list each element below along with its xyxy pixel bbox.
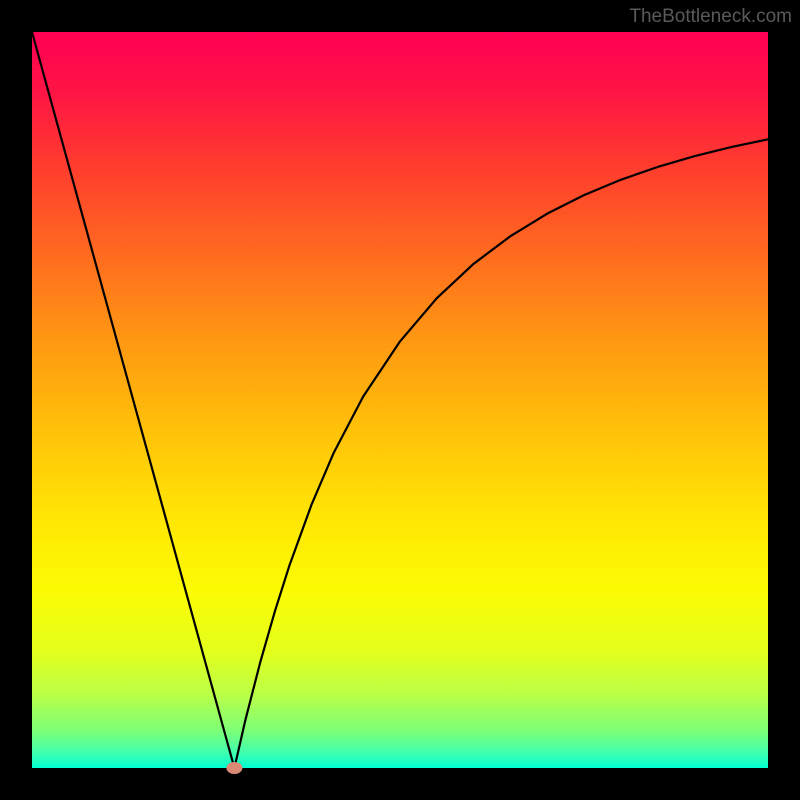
bottleneck-chart: TheBottleneck.com — [0, 0, 800, 800]
watermark-text: TheBottleneck.com — [629, 6, 792, 27]
plot-gradient-background — [32, 32, 768, 768]
minimum-marker — [226, 762, 242, 774]
